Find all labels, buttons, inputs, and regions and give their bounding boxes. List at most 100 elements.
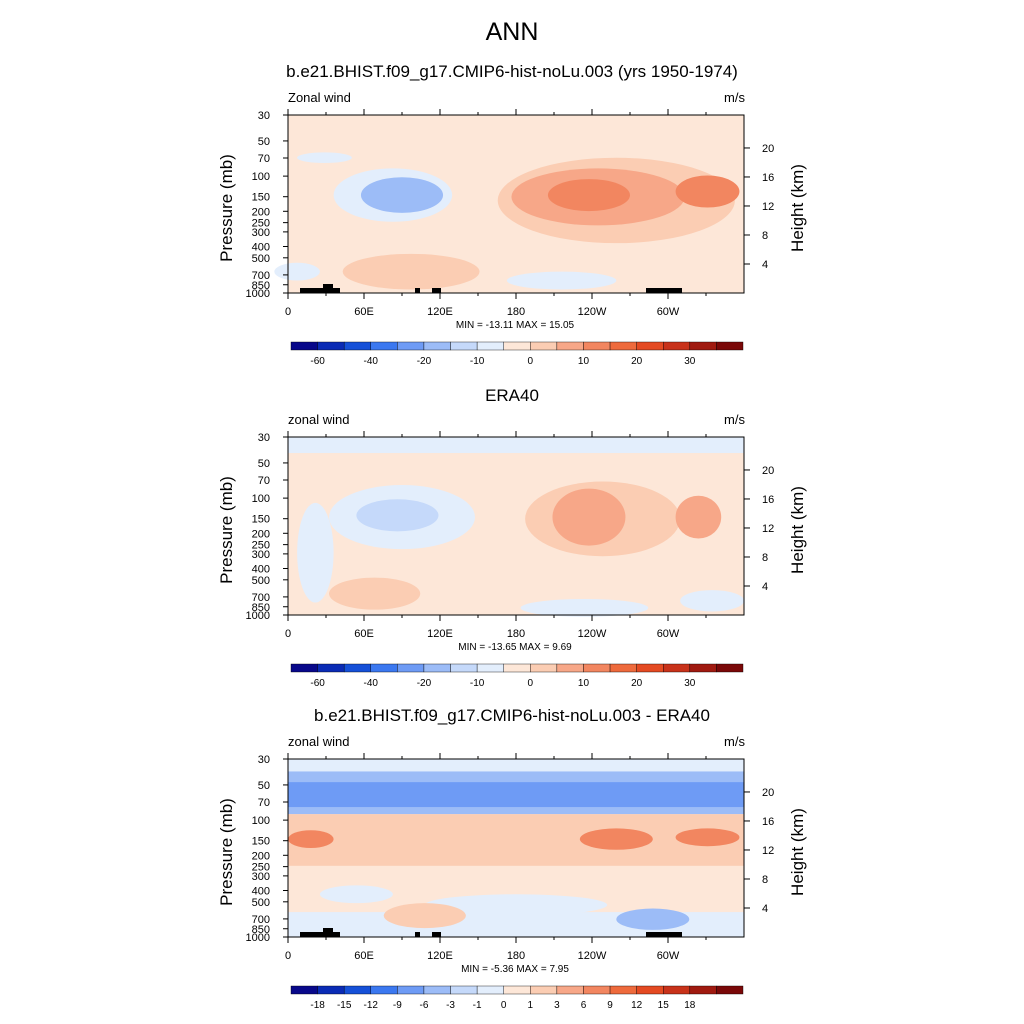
terrain-mask	[415, 932, 420, 937]
x-tick-label: 120W	[578, 628, 607, 640]
y-tick-label: 700	[252, 914, 270, 926]
y-tick-label: 1000	[246, 288, 270, 300]
contour-positive	[552, 488, 626, 546]
y-tick-label: 100	[252, 493, 270, 505]
colorbar-label: -40	[364, 678, 379, 689]
colorbar-swatch	[716, 341, 744, 351]
colorbar-label: -10	[470, 678, 485, 689]
y2-tick-label: 4	[762, 581, 768, 593]
colorbar-label: 0	[528, 356, 534, 367]
y-tick-label: 50	[258, 458, 270, 470]
y2-tick-label: 8	[762, 230, 768, 242]
colorbar-label: 12	[631, 1000, 643, 1011]
y-tick-label: 100	[252, 171, 270, 183]
variable-label: Zonal wind	[288, 90, 351, 105]
colorbar-label: -40	[364, 356, 379, 367]
colorbar-swatch	[609, 985, 637, 995]
colorbar-label: 15	[658, 1000, 670, 1011]
terrain-mask	[300, 932, 340, 937]
colorbar-swatch	[476, 985, 504, 995]
x-tick-label: 0	[285, 306, 291, 318]
y2-axis-title: Height (km)	[788, 486, 807, 574]
colorbar-label: 18	[684, 1000, 696, 1011]
y-tick-label: 1000	[246, 932, 270, 944]
terrain-mask	[432, 288, 441, 293]
contour-negative	[506, 271, 617, 290]
y-tick-label: 70	[258, 797, 270, 809]
colorbar-label: -3	[446, 1000, 455, 1011]
y-tick-label: 500	[252, 897, 270, 909]
y-tick-label: 250	[252, 862, 270, 874]
min-max-label: MIN = -13.65 MAX = 9.69	[458, 642, 572, 653]
units-label: m/s	[724, 90, 745, 105]
colorbar-swatch	[689, 985, 717, 995]
x-tick-label: 120W	[578, 950, 607, 962]
y-tick-label: 150	[252, 192, 270, 204]
y-tick-label: 50	[258, 136, 270, 148]
x-tick-label: 180	[507, 306, 525, 318]
colorbar-label: -60	[310, 356, 325, 367]
contour-negative	[356, 499, 439, 532]
y-tick-label: 300	[252, 549, 270, 561]
y-tick-label: 50	[258, 780, 270, 792]
y2-tick-label: 8	[762, 874, 768, 886]
variable-label: zonal wind	[288, 412, 350, 427]
x-tick-label: 60W	[657, 950, 680, 962]
y2-axis-title: Height (km)	[788, 164, 807, 252]
y2-tick-label: 12	[762, 201, 774, 213]
colorbar-label: 1	[528, 1000, 534, 1011]
colorbar-swatch	[290, 985, 318, 995]
colorbar-label: -9	[393, 1000, 402, 1011]
y2-tick-label: 4	[762, 903, 768, 915]
colorbar-label: 20	[631, 678, 643, 689]
y-tick-label: 70	[258, 475, 270, 487]
colorbar-swatch	[317, 985, 345, 995]
colorbar-label: 20	[631, 356, 643, 367]
panel-title: ERA40	[485, 386, 539, 405]
y-tick-label: 200	[252, 528, 270, 540]
colorbar-label: -12	[364, 1000, 379, 1011]
y2-tick-label: 4	[762, 259, 768, 271]
colorbar-label: 0	[501, 1000, 507, 1011]
colorbar-label: 30	[684, 356, 696, 367]
x-tick-label: 60W	[657, 306, 680, 318]
colorbar-swatch	[530, 985, 558, 995]
contour-positive	[675, 495, 722, 539]
x-tick-label: 120E	[427, 950, 453, 962]
y2-tick-label: 16	[762, 172, 774, 184]
y-tick-label: 400	[252, 241, 270, 253]
y2-tick-label: 12	[762, 845, 774, 857]
contour-positive	[383, 903, 466, 929]
y-tick-label: 700	[252, 270, 270, 282]
y2-tick-label: 20	[762, 787, 774, 799]
colorbar-swatch	[397, 985, 425, 995]
colorbar-swatch	[663, 985, 691, 995]
contour-positive	[675, 175, 740, 208]
x-tick-label: 120E	[427, 306, 453, 318]
chart-panel-1: 0 60E 120E 180 120W 60W3050701001502002503004…	[217, 109, 807, 367]
chart-panel-2: 0 60E 120E 180 120W 60W3050701001502002503004…	[217, 431, 807, 689]
y-tick-label: 30	[258, 754, 270, 766]
colorbar-label: 0	[528, 678, 534, 689]
min-max-label: MIN = -5.36 MAX = 7.95	[461, 964, 569, 975]
contour-negative	[288, 437, 744, 454]
terrain-mask	[323, 928, 333, 937]
y-tick-label: 850	[252, 280, 270, 292]
colorbar-label: -6	[419, 1000, 428, 1011]
y2-tick-label: 20	[762, 143, 774, 155]
y-axis-title: Pressure (mb)	[217, 798, 236, 906]
colorbar-label: 10	[578, 678, 590, 689]
contour-positive	[342, 253, 480, 290]
colorbar-label: 30	[684, 678, 696, 689]
y-axis-title: Pressure (mb)	[217, 154, 236, 262]
y-tick-label: 400	[252, 885, 270, 897]
terrain-mask	[323, 284, 333, 293]
contour-positive	[547, 179, 631, 212]
contour-negative	[297, 152, 352, 164]
terrain-mask	[646, 932, 682, 937]
contour-negative	[274, 262, 320, 281]
contour-negative	[360, 177, 444, 213]
contour-negative	[288, 782, 744, 808]
terrain-mask	[432, 932, 441, 937]
min-max-label: MIN = -13.11 MAX = 15.05	[455, 320, 575, 331]
